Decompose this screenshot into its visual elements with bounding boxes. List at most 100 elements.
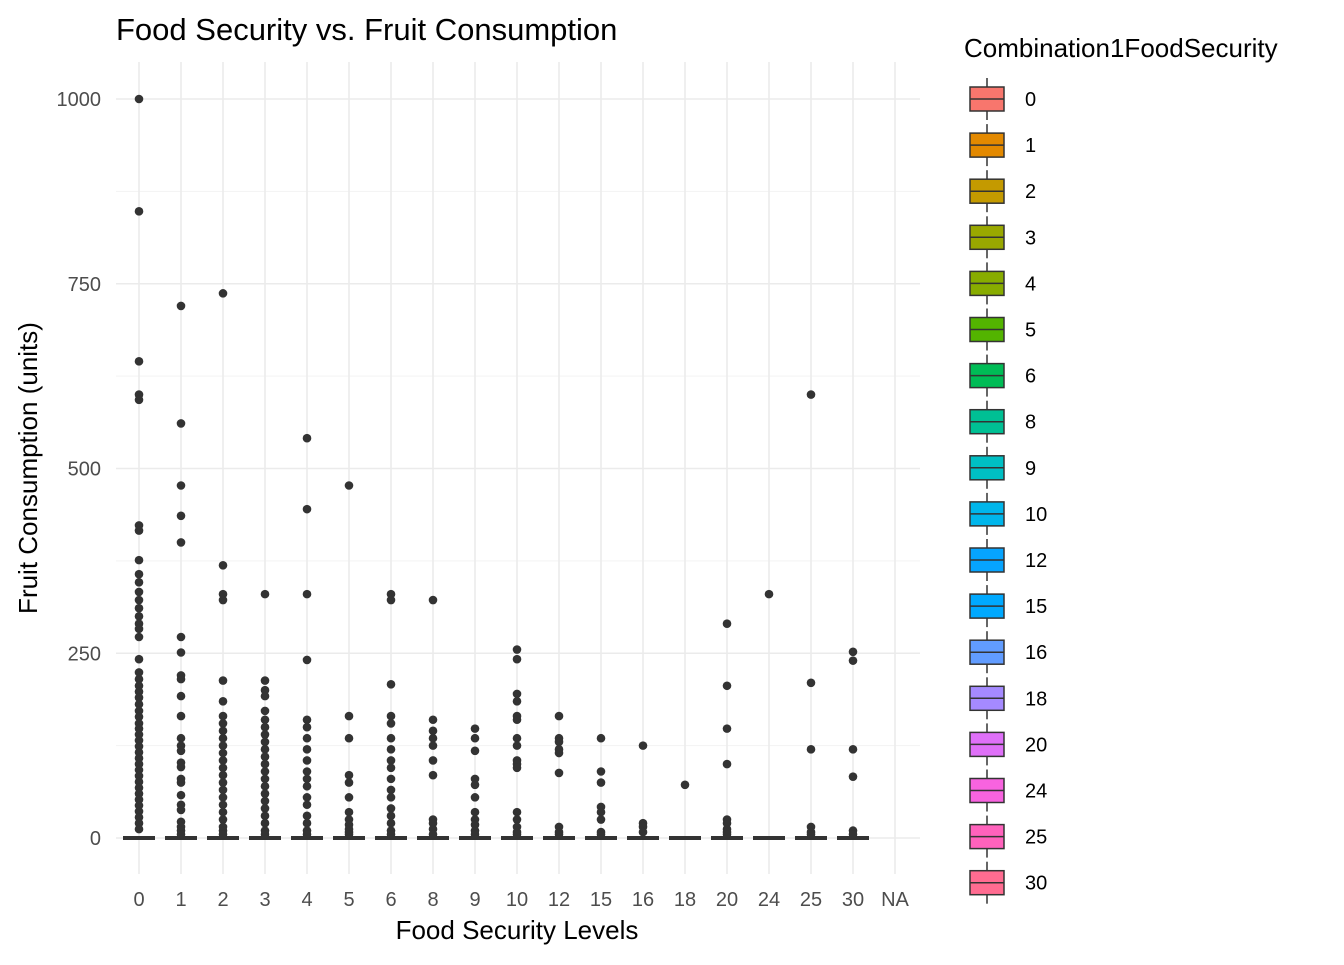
outlier-point	[260, 745, 270, 754]
legend-label: 3	[1025, 227, 1036, 249]
outlier-point	[134, 771, 144, 781]
outlier-point	[302, 818, 312, 828]
legend-item-2: 2	[969, 170, 1036, 213]
outlier-point	[134, 753, 144, 763]
outlier-point	[218, 807, 228, 817]
outlier-point	[134, 207, 144, 216]
outlier-point	[302, 774, 312, 784]
x-tick-label: 2	[217, 889, 228, 911]
outlier-point	[302, 830, 312, 839]
outlier-point	[260, 589, 270, 599]
x-tick-label: 8	[427, 889, 438, 911]
outlier-point	[176, 790, 186, 800]
x-tick-label: 1	[175, 889, 186, 911]
outlier-point	[722, 724, 732, 733]
outlier-point	[386, 745, 396, 754]
outlier-point	[176, 481, 186, 490]
legend-item-25: 25	[969, 815, 1047, 858]
outlier-point	[260, 811, 270, 821]
legend-item-6: 6	[969, 354, 1036, 397]
outlier-point	[428, 726, 438, 736]
outlier-point	[806, 678, 816, 688]
outlier-point	[428, 830, 438, 839]
outlier-point	[848, 647, 858, 657]
outlier-point	[596, 767, 606, 776]
legend-item-30: 30	[969, 861, 1047, 904]
outlier-point	[176, 762, 186, 772]
outlier-point	[176, 674, 186, 684]
outlier-point	[260, 730, 270, 739]
outlier-point	[344, 770, 354, 780]
outlier-point	[176, 691, 186, 701]
outlier-point	[638, 827, 648, 837]
outlier-point	[470, 724, 480, 733]
outlier-point	[344, 481, 354, 490]
outlier-point	[344, 807, 354, 817]
outlier-point	[218, 595, 228, 605]
legend-item-8: 8	[969, 400, 1036, 443]
outlier-point	[218, 741, 228, 750]
y-tick-label: 500	[68, 459, 101, 481]
x-tick-label: 0	[133, 889, 144, 911]
outlier-point	[470, 780, 480, 790]
outlier-point	[134, 595, 144, 605]
outlier-point	[428, 818, 438, 828]
outlier-point	[848, 772, 858, 781]
legend-item-0: 0	[969, 78, 1036, 120]
outlier-point	[386, 793, 396, 802]
legend-label: 6	[1025, 366, 1036, 388]
outlier-point	[512, 763, 522, 773]
x-tick-label: NA	[881, 889, 909, 911]
legend-label: 5	[1025, 320, 1036, 342]
outlier-point	[764, 589, 774, 599]
outlier-point	[134, 526, 144, 535]
legend-item-18: 18	[969, 677, 1047, 720]
outlier-point	[218, 778, 228, 787]
outlier-point	[470, 774, 480, 784]
outlier-point	[218, 589, 228, 599]
outlier-point	[386, 804, 396, 813]
outlier-point	[176, 711, 186, 721]
outlier-point	[218, 785, 228, 795]
x-tick-label: 10	[506, 889, 528, 911]
outlier-point	[596, 830, 606, 839]
outlier-point	[134, 818, 144, 828]
outlier-point	[218, 830, 228, 839]
outlier-point	[134, 765, 144, 775]
outlier-point	[386, 763, 396, 773]
outlier-point	[260, 767, 270, 776]
y-axis-title: Fruit Consumption (units)	[13, 322, 43, 614]
outlier-point	[218, 726, 228, 736]
outlier-point	[302, 722, 312, 732]
outlier-point	[134, 612, 144, 621]
outlier-point	[134, 674, 144, 684]
outlier-point	[260, 830, 270, 839]
x-tick-label: 15	[590, 889, 612, 911]
outlier-point	[218, 800, 228, 810]
legend-item-5: 5	[969, 308, 1036, 351]
outlier-point	[260, 706, 270, 716]
outlier-point	[638, 741, 648, 750]
x-tick-label: 16	[632, 889, 654, 911]
legend-label: 30	[1025, 873, 1047, 895]
outlier-point	[386, 818, 396, 828]
outlier-point	[260, 818, 270, 828]
outlier-point	[848, 745, 858, 754]
y-tick-label: 0	[90, 828, 101, 850]
outlier-point	[806, 745, 816, 754]
outlier-point	[176, 632, 186, 642]
outlier-point	[218, 793, 228, 802]
outlier-point	[386, 733, 396, 743]
legend-label: 2	[1025, 181, 1036, 203]
outlier-point	[680, 780, 690, 790]
outlier-point	[134, 632, 144, 642]
y-tick-label: 250	[68, 643, 101, 665]
outlier-point	[344, 733, 354, 743]
outlier-point	[512, 815, 522, 824]
outlier-point	[722, 759, 732, 769]
outlier-point	[218, 561, 228, 570]
outlier-point	[512, 715, 522, 725]
